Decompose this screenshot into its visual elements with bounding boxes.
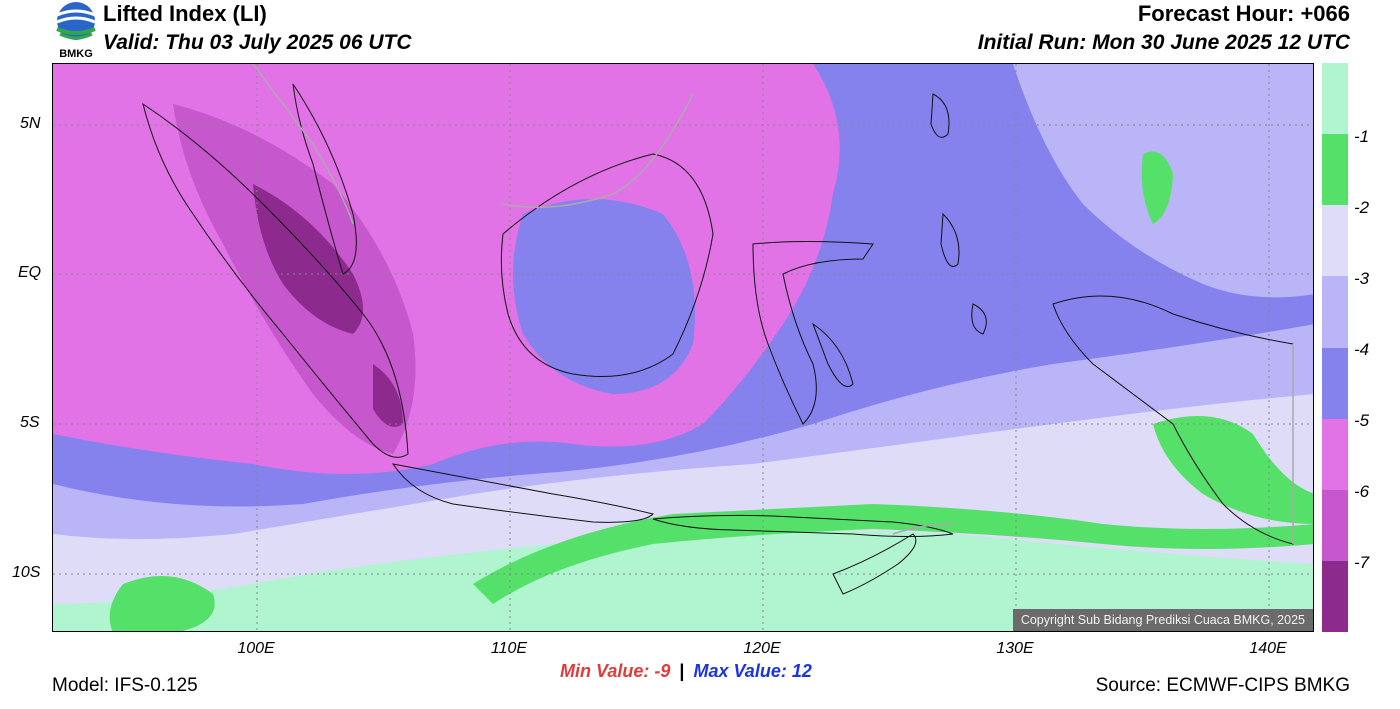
separator: | xyxy=(679,661,685,681)
colorbar-label: -6 xyxy=(1354,482,1370,501)
bmkg-logo: BMKG xyxy=(52,1,100,60)
map-title: Lifted Index (LI) xyxy=(103,1,267,26)
colorbar-swatch xyxy=(1322,276,1348,348)
initial-run: Initial Run: Mon 30 June 2025 12 UTC xyxy=(977,31,1350,54)
colorbar-swatch xyxy=(1322,489,1348,561)
lon-label-120e: 120E xyxy=(743,640,781,657)
lon-label-130e: 130E xyxy=(996,640,1034,657)
lon-label-140e: 140E xyxy=(1249,640,1287,657)
colorbar-swatch xyxy=(1322,63,1348,135)
lat-label-eq: EQ xyxy=(18,264,42,281)
valid-time: Valid: Thu 03 July 2025 06 UTC xyxy=(103,31,412,54)
min-max-values: Min Value: -9 | Max Value: 12 xyxy=(560,661,812,682)
min-value: -9 xyxy=(654,661,671,681)
map-canvas xyxy=(53,64,1313,631)
min-label: Min Value: xyxy=(560,661,650,681)
model-info: Model: IFS-0.125 xyxy=(52,675,198,696)
lat-label-5n: 5N xyxy=(20,115,41,132)
colorbar-swatch xyxy=(1322,418,1348,490)
lat-label-5s: 5S xyxy=(20,414,40,431)
lon-label-100e: 100E xyxy=(237,640,275,657)
max-label: Max Value: xyxy=(693,661,787,681)
colorbar-label: -3 xyxy=(1354,269,1370,288)
colorbar-label: -7 xyxy=(1354,553,1370,572)
max-value: 12 xyxy=(791,661,812,681)
colorbar-label: -5 xyxy=(1354,411,1370,430)
colorbar-swatch xyxy=(1322,205,1348,277)
logo-text: BMKG xyxy=(59,48,93,59)
colorbar-swatch xyxy=(1322,134,1348,206)
lifted-index-map: Copyright Sub Bidang Prediksi Cuaca BMKG… xyxy=(52,63,1314,632)
source-info: Source: ECMWF-CIPS BMKG xyxy=(1095,675,1350,696)
colorbar-label: -2 xyxy=(1354,198,1370,217)
forecast-hour: Forecast Hour: +066 xyxy=(1137,1,1350,26)
colorbar-swatch xyxy=(1322,560,1348,632)
lat-label-10s: 10S xyxy=(12,564,41,581)
copyright-note: Copyright Sub Bidang Prediksi Cuaca BMKG… xyxy=(1012,609,1313,631)
colorbar-label: -4 xyxy=(1354,340,1370,359)
colorbar-swatch xyxy=(1322,347,1348,419)
lon-label-110e: 110E xyxy=(490,640,528,657)
colorbar-label: -1 xyxy=(1354,127,1370,146)
colorbar xyxy=(1322,63,1348,632)
